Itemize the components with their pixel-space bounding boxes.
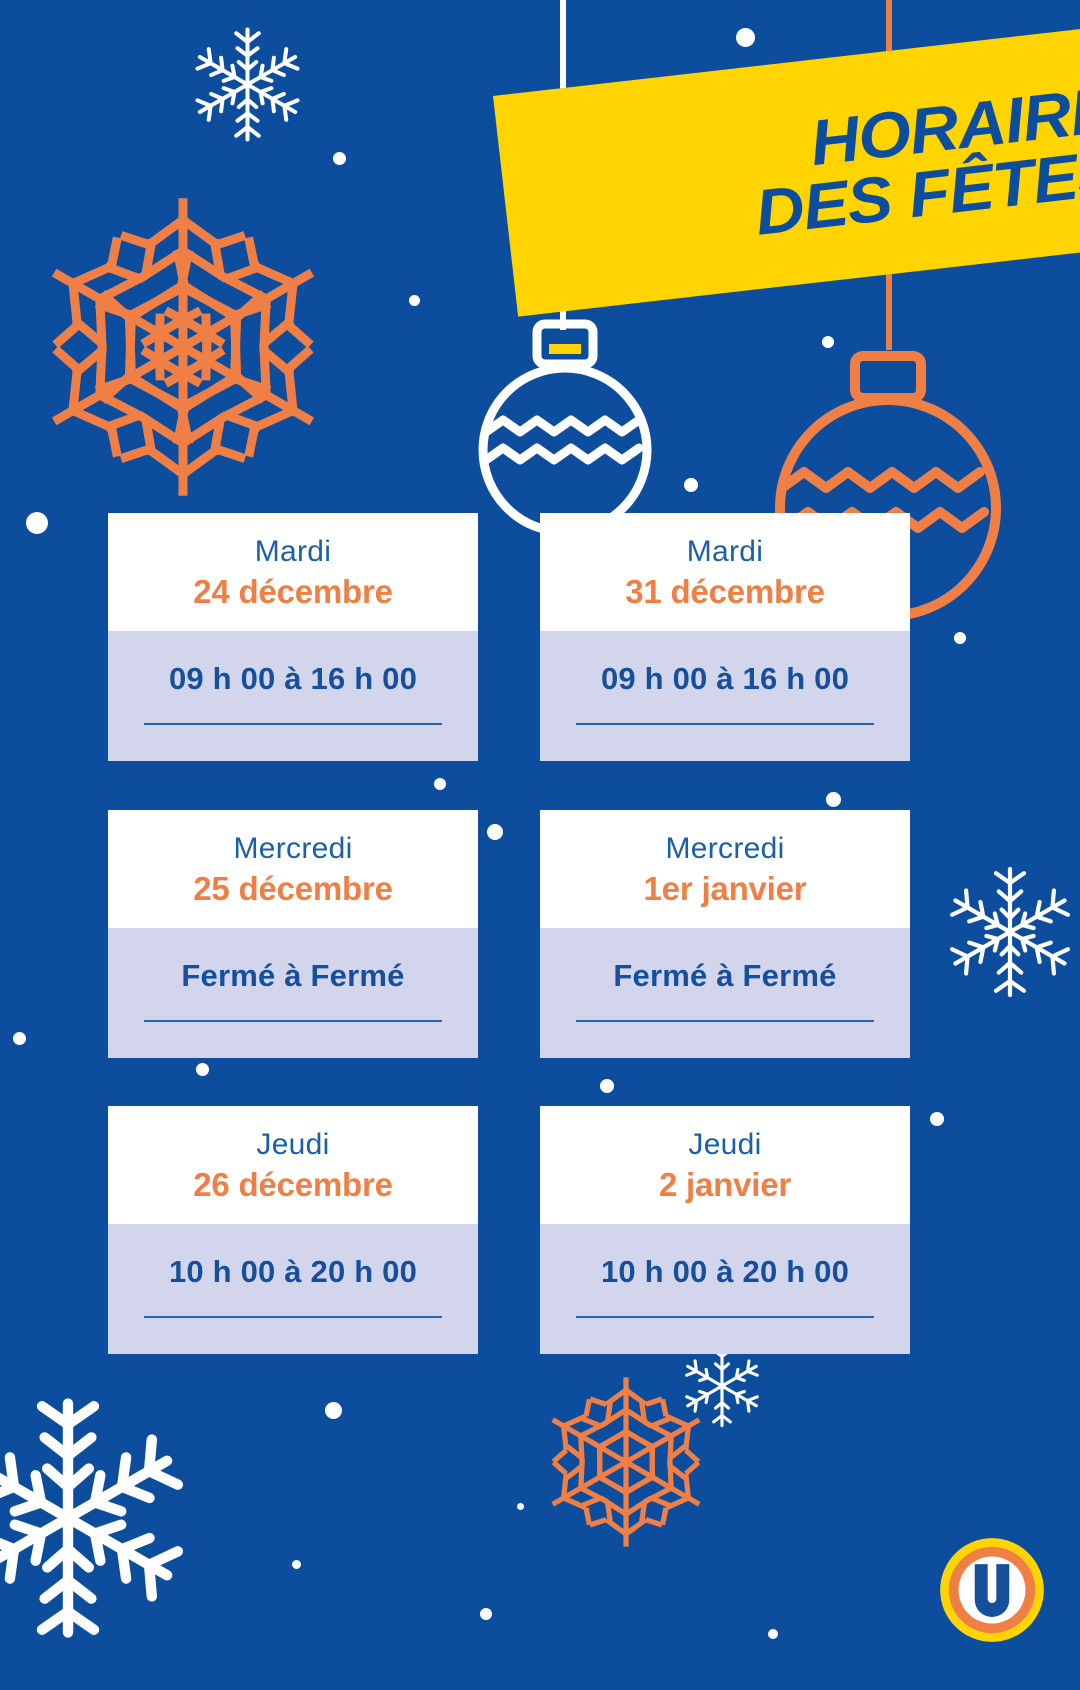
snow-dot — [333, 152, 346, 165]
card-body: 09 h 00 à 16 h 00 — [108, 631, 478, 762]
card-body: 09 h 00 à 16 h 00 — [540, 631, 910, 762]
snow-dot — [434, 778, 446, 790]
snow-dot — [26, 512, 48, 534]
schedule-card[interactable]: Mercredi 1er janvier Fermé à Fermé — [540, 810, 910, 1059]
card-header: Jeudi 2 janvier — [540, 1106, 910, 1225]
card-body: Fermé à Fermé — [540, 928, 910, 1059]
snow-dot — [954, 632, 966, 644]
card-header: Jeudi 26 décembre — [108, 1106, 478, 1225]
snow-dot — [517, 1503, 524, 1510]
card-date: 31 décembre — [625, 572, 825, 610]
card-header: Mercredi 1er janvier — [540, 810, 910, 929]
snow-dot — [930, 1112, 944, 1126]
card-date: 26 décembre — [193, 1165, 393, 1203]
card-date: 2 janvier — [658, 1165, 792, 1203]
snow-dot — [292, 1560, 301, 1569]
card-rule — [576, 723, 874, 726]
card-hours: 10 h 00 à 20 h 00 — [600, 1254, 850, 1290]
card-date: 24 décembre — [193, 572, 393, 610]
card-day: Mercredi — [233, 832, 353, 865]
card-rule — [144, 1316, 442, 1319]
schedule-card[interactable]: Mardi 31 décembre 09 h 00 à 16 h 00 — [540, 513, 910, 762]
card-hours: 10 h 00 à 20 h 00 — [168, 1254, 418, 1290]
card-body: 10 h 00 à 20 h 00 — [540, 1224, 910, 1355]
card-body: 10 h 00 à 20 h 00 — [108, 1224, 478, 1355]
snow-dot — [13, 1032, 26, 1045]
card-hours: Fermé à Fermé — [181, 958, 405, 994]
snow-dot — [409, 295, 420, 306]
schedule-card[interactable]: Mercredi 25 décembre Fermé à Fermé — [108, 810, 478, 1059]
card-rule — [576, 1316, 874, 1319]
snow-dot — [822, 336, 834, 348]
snow-dot — [480, 1608, 492, 1620]
snow-dot — [736, 28, 755, 47]
card-day: Mercredi — [665, 832, 785, 865]
card-header: Mercredi 25 décembre — [108, 810, 478, 929]
brand-logo[interactable] — [938, 1536, 1046, 1644]
card-rule — [576, 1020, 874, 1023]
snow-dot — [826, 792, 841, 807]
schedule-card[interactable]: Mardi 24 décembre 09 h 00 à 16 h 00 — [108, 513, 478, 762]
card-day: Jeudi — [256, 1128, 330, 1161]
card-hours: 09 h 00 à 16 h 00 — [600, 661, 850, 697]
card-hours: 09 h 00 à 16 h 00 — [168, 661, 418, 697]
card-body: Fermé à Fermé — [108, 928, 478, 1059]
logo-letter-u — [974, 1564, 1010, 1617]
card-rule — [144, 1020, 442, 1023]
snow-dot — [684, 478, 698, 492]
snow-dot — [196, 1063, 209, 1076]
card-header: Mardi 24 décembre — [108, 513, 478, 632]
schedule-card[interactable]: Jeudi 26 décembre 10 h 00 à 20 h 00 — [108, 1106, 478, 1355]
card-day: Mardi — [254, 535, 332, 568]
card-day: Mardi — [686, 535, 764, 568]
snow-dot — [600, 1079, 614, 1093]
snow-dot — [487, 824, 503, 840]
card-hours: Fermé à Fermé — [613, 958, 837, 994]
card-date: 25 décembre — [193, 869, 393, 907]
card-header: Mardi 31 décembre — [540, 513, 910, 632]
card-date: 1er janvier — [643, 869, 807, 907]
snow-dot — [325, 1402, 342, 1419]
card-rule — [144, 723, 442, 726]
snow-dot — [768, 1629, 778, 1639]
card-day: Jeudi — [688, 1128, 762, 1161]
schedule-card[interactable]: Jeudi 2 janvier 10 h 00 à 20 h 00 — [540, 1106, 910, 1355]
